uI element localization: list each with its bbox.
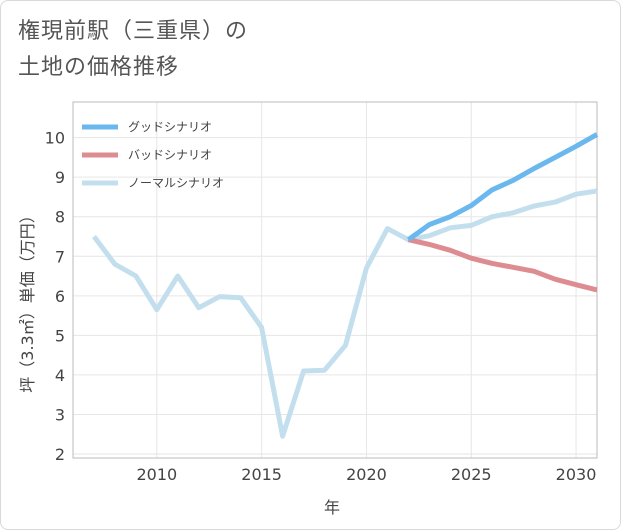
y-tick-label: 7 [55,247,65,266]
series-line-2 [92,188,598,439]
series-line-1 [407,237,598,293]
y-axis-title: 坪（3.3㎡）単価（万円） [18,207,37,392]
plot-area [72,101,598,459]
grid [73,102,597,458]
x-tick-label: 2010 [136,465,177,484]
series-lines [92,132,599,439]
y-tick-label: 9 [55,168,65,187]
chart-title-line-1: 権現前駅（三重県）の [18,19,249,44]
y-tick-label: 4 [55,366,65,385]
axis-ticks: 2 3 4 5 6 7 8 9 10 2010 2015 2020 2025 2030 [45,129,597,484]
series-line-0 [406,132,599,242]
chart-title-line-2: 土地の価格推移 [18,55,180,80]
y-tick-label: 6 [55,287,65,306]
legend-label: バッドシナリオ [128,148,212,162]
legend-label: ノーマルシナリオ [128,176,224,190]
y-tick-label: 2 [55,445,65,464]
x-tick-label: 2030 [556,465,597,484]
y-tick-label: 5 [55,326,65,345]
y-tick-label: 8 [55,208,65,227]
x-tick-label: 2025 [451,465,492,484]
y-tick-label: 10 [45,129,65,148]
x-axis-title: 年 [324,498,340,517]
chart-title: 権現前駅（三重県）の 土地の価格推移 [18,14,248,86]
legend-label: グッドシナリオ [128,120,212,134]
y-tick-label: 3 [55,405,65,424]
x-tick-label: 2015 [241,465,282,484]
x-tick-label: 2020 [346,465,387,484]
